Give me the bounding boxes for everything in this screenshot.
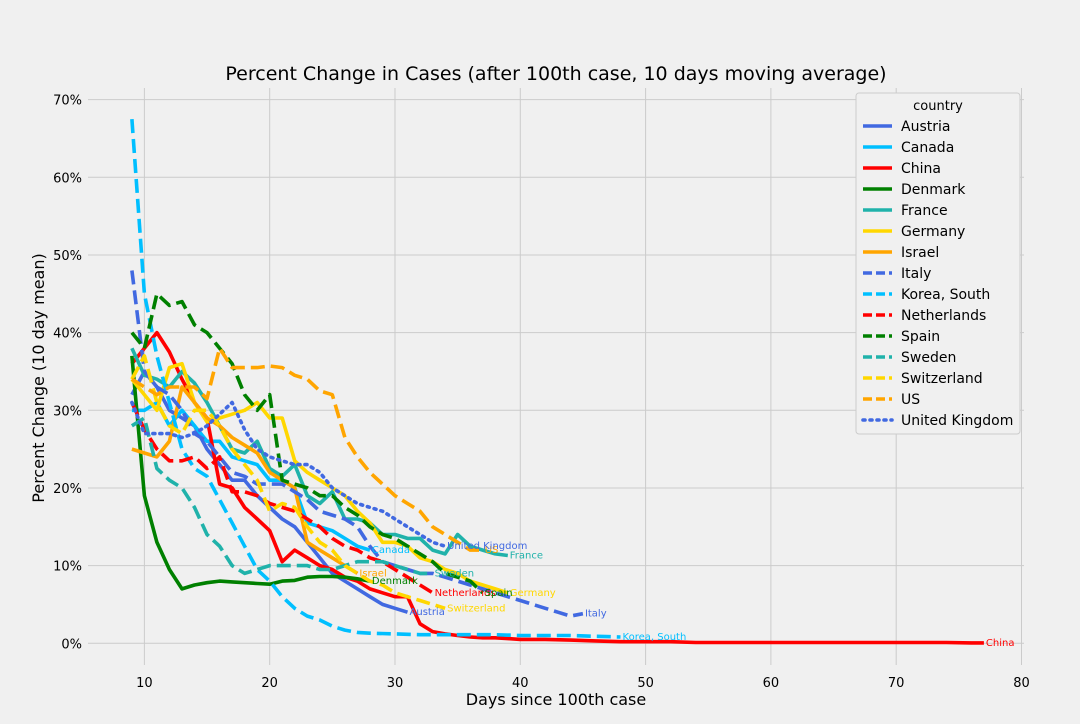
series-end-label: Spain [485, 588, 513, 599]
x-axis-label: Days since 100th case [466, 690, 646, 709]
series-end-label: Korea, South [623, 632, 687, 643]
x-tick-label: 70 [888, 676, 905, 691]
series-end-label: Austria [410, 607, 445, 618]
legend-label: United Kingdom [901, 413, 1013, 429]
x-tick-label: 80 [1013, 676, 1030, 691]
series-end-label: Switzerland [447, 603, 505, 614]
legend-label: Israel [901, 245, 939, 261]
x-tick-label: 40 [512, 676, 529, 691]
grid-lines [88, 88, 1024, 665]
series-line-denmark [130, 355, 371, 591]
series-end-label: Italy [585, 609, 607, 620]
x-tick-label: 50 [637, 676, 654, 691]
y-tick-label: 70% [53, 94, 82, 109]
legend-label: Korea, South [901, 287, 990, 303]
legend-label: Italy [901, 266, 931, 282]
legend-label: France [901, 203, 948, 219]
series-end-label: Netherlands [435, 588, 496, 599]
series-line-spain [130, 291, 484, 595]
legend: country Austria Canada China Denmark France G… [855, 92, 1021, 435]
legend-label: Netherlands [901, 308, 986, 324]
series-line-netherlands [130, 401, 434, 595]
series-end-label: United Kingdom [447, 541, 527, 552]
series-lines [130, 118, 984, 645]
series-end-label: Canada [372, 545, 410, 556]
legend-label: US [901, 392, 920, 408]
series-line-italy [130, 270, 584, 618]
x-tick-label: 10 [136, 676, 153, 691]
x-tick-label: 60 [763, 676, 780, 691]
series-end-label: France [510, 551, 543, 562]
series-end-labels: Austria Canada China Denmark France Germany Is… [359, 541, 1014, 649]
y-tick-label: 30% [53, 404, 82, 419]
legend-label: China [901, 161, 941, 177]
plot-area: Austria Canada China Denmark France Germany Is… [130, 118, 1014, 649]
legend-label: Canada [901, 140, 954, 156]
y-tick-label: 50% [53, 249, 82, 264]
legend-label: Denmark [901, 182, 966, 198]
y-axis-label: Percent Change (10 day mean) [29, 253, 48, 502]
legend-label: Sweden [901, 350, 956, 366]
series-line-canada [131, 400, 371, 552]
y-tick-label: 0% [61, 637, 82, 652]
series-line-united-kingdom [130, 400, 447, 549]
legend-title: country [913, 99, 963, 114]
y-tick-label: 20% [53, 482, 82, 497]
series-line-israel [131, 385, 359, 575]
x-axis-ticks: 10 20 30 40 50 60 70 80 [136, 676, 1030, 691]
y-tick-label: 60% [53, 171, 82, 186]
legend-label: Germany [901, 224, 965, 240]
y-tick-label: 40% [53, 327, 82, 342]
series-end-label: Denmark [372, 576, 418, 587]
series-end-label: Israel [359, 568, 386, 579]
legend-label: Switzerland [901, 371, 983, 387]
series-line-us [130, 346, 483, 552]
legend-label: Spain [901, 329, 940, 345]
x-tick-label: 30 [387, 676, 404, 691]
legend-label: Austria [901, 119, 950, 135]
series-end-label: Germany [510, 588, 556, 599]
series-end-label: US [485, 545, 499, 556]
x-tick-label: 20 [261, 676, 278, 691]
y-tick-label: 10% [53, 560, 82, 575]
legend-items: Austria Canada China Denmark France Germany Is… [861, 119, 1013, 429]
series-line-france [130, 347, 509, 558]
series-line-sweden [130, 416, 433, 576]
series-end-label: China [986, 638, 1015, 649]
y-axis-ticks: 0% 10% 20% 30% 40% 50% 60% 70% [53, 94, 82, 653]
legend-box [855, 92, 1021, 435]
chart-title: Percent Change in Cases (after 100th cas… [225, 63, 886, 85]
series-line-korea-south [130, 118, 621, 639]
series-end-label: Sweden [435, 568, 475, 579]
series-line-switzerland [130, 354, 446, 611]
